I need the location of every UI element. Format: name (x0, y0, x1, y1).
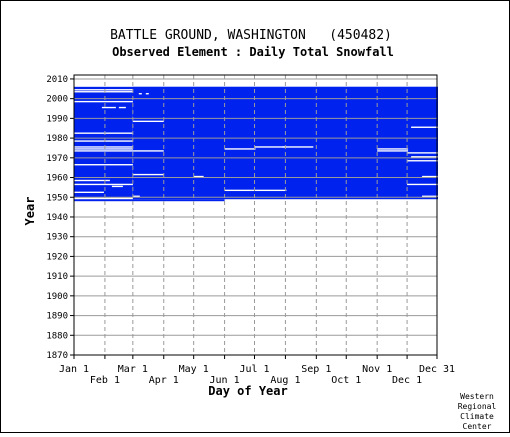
y-tick-label: 1910 (46, 272, 68, 282)
missing-segment (74, 148, 133, 150)
data-block (74, 98, 133, 198)
credit-line: Climate (460, 412, 494, 421)
x-tick-label: Dec 31 (419, 364, 455, 375)
missing-segment (111, 185, 123, 188)
missing-segment (282, 146, 314, 148)
missing-segment (407, 183, 438, 186)
y-tick-label: 1880 (46, 331, 68, 341)
x-tick-label: Jul 1 (239, 364, 269, 375)
missing-segment (74, 146, 133, 148)
missing-segment (74, 150, 133, 152)
x-axis-label: Day of Year (208, 384, 287, 398)
y-tick-label: 1930 (46, 233, 68, 243)
plot-border (73, 74, 438, 356)
missing-segment (407, 160, 438, 162)
missing-segment (74, 91, 133, 93)
credit: Western Regional Climate Center (458, 392, 497, 431)
x-tick-label: Mar 1 (118, 364, 148, 375)
y-tick-label: 1890 (46, 312, 68, 322)
y-tick-label: 2010 (46, 75, 68, 85)
data-block (74, 199, 225, 202)
y-tick-label: 1980 (46, 134, 68, 144)
chart-title: BATTLE GROUND, WASHINGTON (450482) (110, 28, 392, 43)
y-tick-label: 2000 (46, 95, 68, 105)
missing-segment (101, 106, 116, 109)
x-axis: Jan 1 Mar 1 May 1 Jul 1 Sep 1 Nov 1 Dec 31 Feb … (59, 355, 455, 386)
y-tick-label: 1990 (46, 114, 68, 124)
credit-line: Regional (458, 402, 497, 411)
missing-segment (411, 156, 438, 158)
missing-segment (224, 189, 287, 192)
missing-segment (422, 195, 438, 197)
y-axis-label: Year (23, 197, 37, 226)
x-tick-label: May 1 (179, 364, 209, 375)
y-tick-label: 1950 (46, 193, 68, 203)
y-tick-label: 1940 (46, 213, 68, 223)
missing-segment (422, 175, 438, 178)
missing-segment (74, 191, 104, 194)
y-tick-label: 1870 (46, 351, 68, 361)
x-tick-label: Jan 1 (59, 364, 89, 375)
x-tick-label: Apr 1 (149, 375, 179, 386)
missing-segment (145, 93, 149, 95)
x-tick-label: Nov 1 (362, 364, 392, 375)
credit-line: Western (460, 392, 494, 401)
credit-line: Center (463, 422, 492, 431)
missing-segment (74, 89, 133, 91)
missing-segment (132, 120, 164, 123)
missing-segment (411, 126, 438, 128)
missing-segment (138, 93, 142, 95)
y-tick-label: 1970 (46, 154, 68, 164)
missing-segment (74, 164, 133, 166)
missing-segment (74, 100, 133, 103)
missing-segment (132, 195, 140, 197)
x-tick-label: Sep 1 (301, 364, 331, 375)
missing-segment (407, 152, 438, 154)
missing-segment (377, 148, 409, 150)
missing-segment (74, 179, 110, 182)
missing-segment (193, 175, 204, 178)
y-tick-label: 1900 (46, 292, 68, 302)
missing-segment (132, 173, 164, 176)
missing-segment (254, 146, 287, 148)
chart-subtitle: Observed Element : Daily Total Snowfall (112, 45, 394, 59)
y-axis: 1870 1880 1890 1900 1910 1920 1930 1940 1950 1960… (46, 75, 74, 361)
x-tick-label: Jun 1 (210, 375, 240, 386)
x-tick-label: Dec 1 (392, 375, 422, 386)
missing-segment (74, 197, 104, 199)
missing-segment (74, 183, 133, 186)
x-tick-label: Oct 1 (331, 375, 361, 386)
missing-segment (74, 132, 133, 134)
missing-segment (118, 106, 126, 109)
data-layer (74, 86, 438, 202)
missing-segment (377, 150, 409, 152)
missing-segment (224, 148, 256, 150)
missing-segment (132, 150, 164, 152)
y-tick-label: 1920 (46, 252, 68, 262)
x-tick-label: Aug 1 (270, 375, 300, 386)
missing-segment (74, 140, 133, 142)
y-tick-label: 1960 (46, 174, 68, 184)
x-tick-label: Feb 1 (90, 375, 120, 386)
